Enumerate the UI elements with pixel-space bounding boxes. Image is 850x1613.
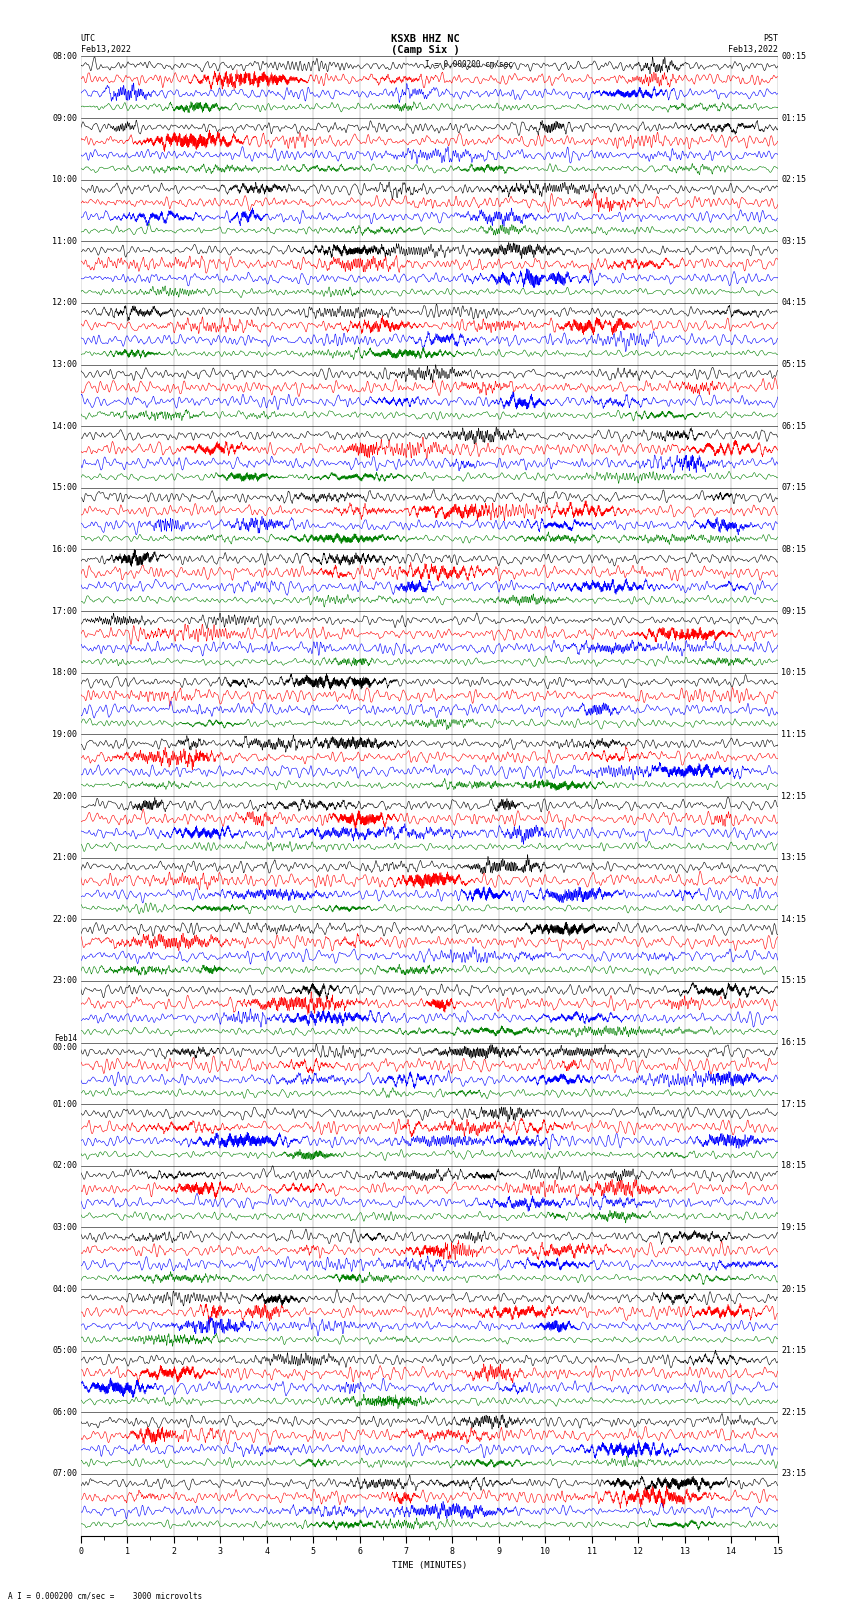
Text: (Camp Six ): (Camp Six ) xyxy=(391,45,459,55)
Text: 12:15: 12:15 xyxy=(781,792,807,800)
Text: 05:00: 05:00 xyxy=(52,1347,77,1355)
Text: PST: PST xyxy=(762,34,778,44)
Text: 01:15: 01:15 xyxy=(781,113,807,123)
Text: 08:15: 08:15 xyxy=(781,545,807,553)
X-axis label: TIME (MINUTES): TIME (MINUTES) xyxy=(392,1560,467,1569)
Text: 18:00: 18:00 xyxy=(52,668,77,677)
Text: UTC: UTC xyxy=(81,34,96,44)
Text: 00:00: 00:00 xyxy=(52,1042,77,1052)
Text: 23:15: 23:15 xyxy=(781,1469,807,1479)
Text: 09:15: 09:15 xyxy=(781,606,807,616)
Text: 03:00: 03:00 xyxy=(52,1223,77,1232)
Text: 21:15: 21:15 xyxy=(781,1347,807,1355)
Text: 15:15: 15:15 xyxy=(781,976,807,986)
Text: 17:00: 17:00 xyxy=(52,606,77,616)
Text: 02:15: 02:15 xyxy=(781,176,807,184)
Text: 04:15: 04:15 xyxy=(781,298,807,308)
Text: I = 0.000200 cm/sec: I = 0.000200 cm/sec xyxy=(425,60,513,69)
Text: 19:00: 19:00 xyxy=(52,731,77,739)
Text: 03:15: 03:15 xyxy=(781,237,807,245)
Text: 00:15: 00:15 xyxy=(781,52,807,61)
Text: 21:00: 21:00 xyxy=(52,853,77,861)
Text: 16:15: 16:15 xyxy=(781,1039,807,1047)
Text: 19:15: 19:15 xyxy=(781,1223,807,1232)
Text: 23:00: 23:00 xyxy=(52,976,77,986)
Text: 16:00: 16:00 xyxy=(52,545,77,553)
Text: 04:00: 04:00 xyxy=(52,1284,77,1294)
Text: 13:00: 13:00 xyxy=(52,360,77,369)
Text: 22:15: 22:15 xyxy=(781,1408,807,1416)
Text: 07:15: 07:15 xyxy=(781,484,807,492)
Text: A I = 0.000200 cm/sec =    3000 microvolts: A I = 0.000200 cm/sec = 3000 microvolts xyxy=(8,1590,203,1600)
Text: 12:00: 12:00 xyxy=(52,298,77,308)
Text: 22:00: 22:00 xyxy=(52,915,77,924)
Text: 10:00: 10:00 xyxy=(52,176,77,184)
Text: 09:00: 09:00 xyxy=(52,113,77,123)
Text: 14:00: 14:00 xyxy=(52,421,77,431)
Text: Feb13,2022: Feb13,2022 xyxy=(728,45,778,55)
Text: Feb14: Feb14 xyxy=(54,1034,77,1042)
Text: 14:15: 14:15 xyxy=(781,915,807,924)
Text: 05:15: 05:15 xyxy=(781,360,807,369)
Text: 13:15: 13:15 xyxy=(781,853,807,861)
Text: 17:15: 17:15 xyxy=(781,1100,807,1108)
Text: KSXB HHZ NC: KSXB HHZ NC xyxy=(391,34,459,44)
Text: 20:15: 20:15 xyxy=(781,1284,807,1294)
Text: 08:00: 08:00 xyxy=(52,52,77,61)
Text: 11:15: 11:15 xyxy=(781,731,807,739)
Text: 06:15: 06:15 xyxy=(781,421,807,431)
Text: 18:15: 18:15 xyxy=(781,1161,807,1171)
Text: Feb13,2022: Feb13,2022 xyxy=(81,45,131,55)
Text: 15:00: 15:00 xyxy=(52,484,77,492)
Text: 01:00: 01:00 xyxy=(52,1100,77,1108)
Text: 20:00: 20:00 xyxy=(52,792,77,800)
Text: 07:00: 07:00 xyxy=(52,1469,77,1479)
Text: 10:15: 10:15 xyxy=(781,668,807,677)
Text: 02:00: 02:00 xyxy=(52,1161,77,1171)
Text: 11:00: 11:00 xyxy=(52,237,77,245)
Text: 06:00: 06:00 xyxy=(52,1408,77,1416)
